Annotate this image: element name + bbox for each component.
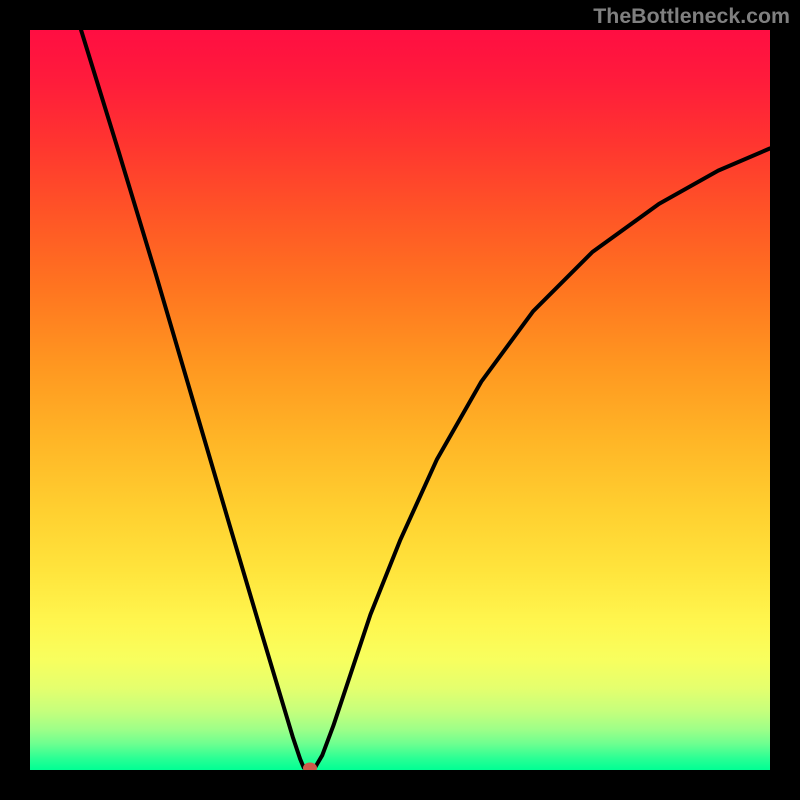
chart-container: TheBottleneck.com bbox=[0, 0, 800, 800]
bottleneck-curve bbox=[30, 30, 770, 770]
plot-area bbox=[30, 30, 770, 770]
watermark-text: TheBottleneck.com bbox=[593, 4, 790, 29]
optimal-point-marker bbox=[303, 762, 317, 770]
